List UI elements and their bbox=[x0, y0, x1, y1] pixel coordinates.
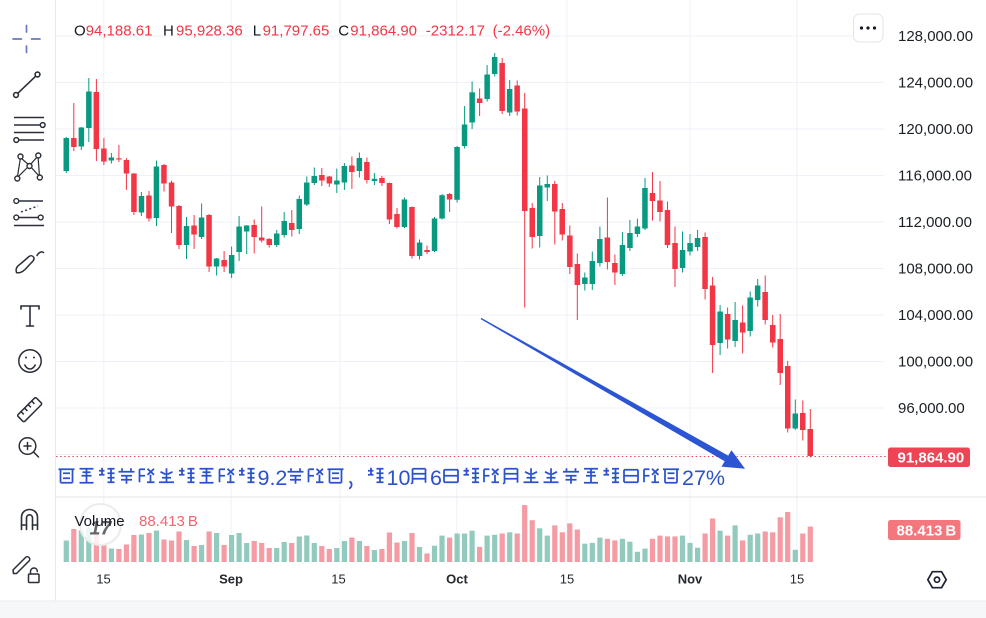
svg-text:-2312.17: -2312.17 bbox=[426, 23, 485, 40]
svg-text:Volume: Volume bbox=[75, 513, 125, 530]
svg-text:88.413 B: 88.413 B bbox=[897, 522, 957, 539]
svg-text:112,000.00: 112,000.00 bbox=[898, 214, 972, 231]
svg-text:15: 15 bbox=[790, 572, 804, 587]
svg-text:O: O bbox=[74, 23, 86, 40]
svg-text:6: 6 bbox=[430, 466, 442, 490]
svg-text:95,928.36: 95,928.36 bbox=[176, 23, 243, 40]
svg-text:15: 15 bbox=[96, 572, 110, 587]
svg-text:128,000.00: 128,000.00 bbox=[898, 28, 973, 45]
svg-text:96,000.00: 96,000.00 bbox=[898, 400, 965, 417]
svg-text:91,864.90: 91,864.90 bbox=[350, 23, 417, 40]
svg-text:L: L bbox=[253, 23, 261, 40]
svg-text:88.413 B: 88.413 B bbox=[139, 513, 198, 530]
svg-text:27%: 27% bbox=[682, 466, 725, 490]
svg-text:116,000.00: 116,000.00 bbox=[898, 168, 972, 185]
svg-text:(-2.46%): (-2.46%) bbox=[493, 23, 551, 40]
svg-text:17: 17 bbox=[90, 518, 113, 540]
svg-text:108,000.00: 108,000.00 bbox=[898, 261, 973, 278]
svg-text:91,864.90: 91,864.90 bbox=[898, 450, 965, 467]
svg-text:15: 15 bbox=[331, 572, 345, 587]
svg-text:104,000.00: 104,000.00 bbox=[898, 307, 973, 324]
svg-text:15: 15 bbox=[560, 572, 574, 587]
svg-text:100,000.00: 100,000.00 bbox=[898, 354, 973, 371]
svg-text:C: C bbox=[338, 23, 349, 40]
svg-text:Sep: Sep bbox=[219, 572, 243, 587]
svg-text:9.2: 9.2 bbox=[258, 466, 288, 490]
svg-text:120,000.00: 120,000.00 bbox=[898, 121, 973, 138]
svg-text:94,188.61: 94,188.61 bbox=[86, 23, 153, 40]
svg-text:H: H bbox=[163, 23, 174, 40]
svg-text:124,000.00: 124,000.00 bbox=[898, 75, 973, 92]
svg-text:Nov: Nov bbox=[678, 572, 703, 587]
svg-text:91,797.65: 91,797.65 bbox=[263, 23, 330, 40]
svg-text:10: 10 bbox=[387, 466, 411, 490]
svg-text:Oct: Oct bbox=[446, 572, 468, 587]
